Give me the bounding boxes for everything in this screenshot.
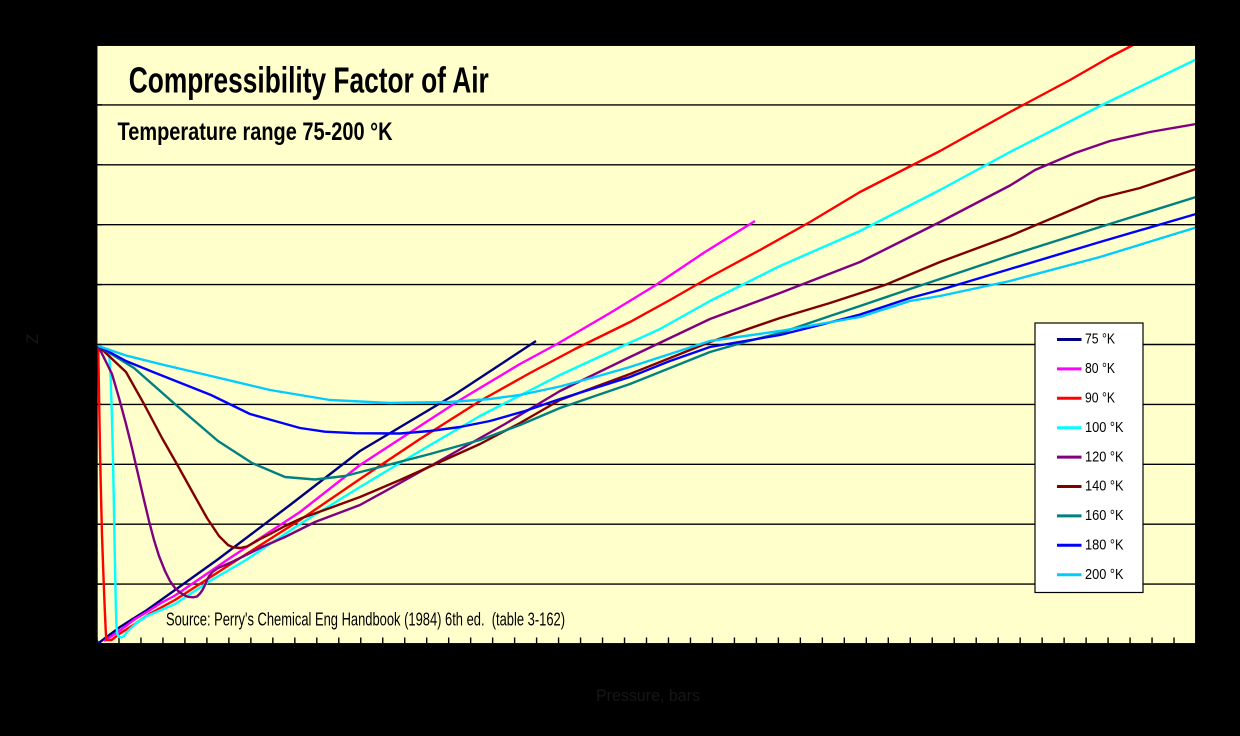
svg-text:Temperature range 75-200 °K: Temperature range 75-200 °K [118,118,393,146]
svg-text:200 °K: 200 °K [1085,567,1124,583]
svg-text:120 °K: 120 °K [1085,449,1124,465]
svg-text:Z: Z [23,334,42,344]
svg-text:180 °K: 180 °K [1085,538,1124,554]
svg-text:Compressibility Factor of Air: Compressibility Factor of Air [129,59,489,100]
svg-text:Pressure, bars: Pressure, bars [596,686,700,705]
svg-text:75 °K: 75 °K [1085,332,1115,348]
svg-text:80 °K: 80 °K [1085,361,1115,377]
svg-text:Source: Perry's Chemical Eng H: Source: Perry's Chemical Eng Handbook (1… [166,610,565,630]
svg-text:90 °K: 90 °K [1085,391,1115,407]
svg-text:140 °K: 140 °K [1085,479,1124,495]
svg-text:100 °K: 100 °K [1085,420,1124,436]
svg-text:160 °K: 160 °K [1085,508,1124,524]
